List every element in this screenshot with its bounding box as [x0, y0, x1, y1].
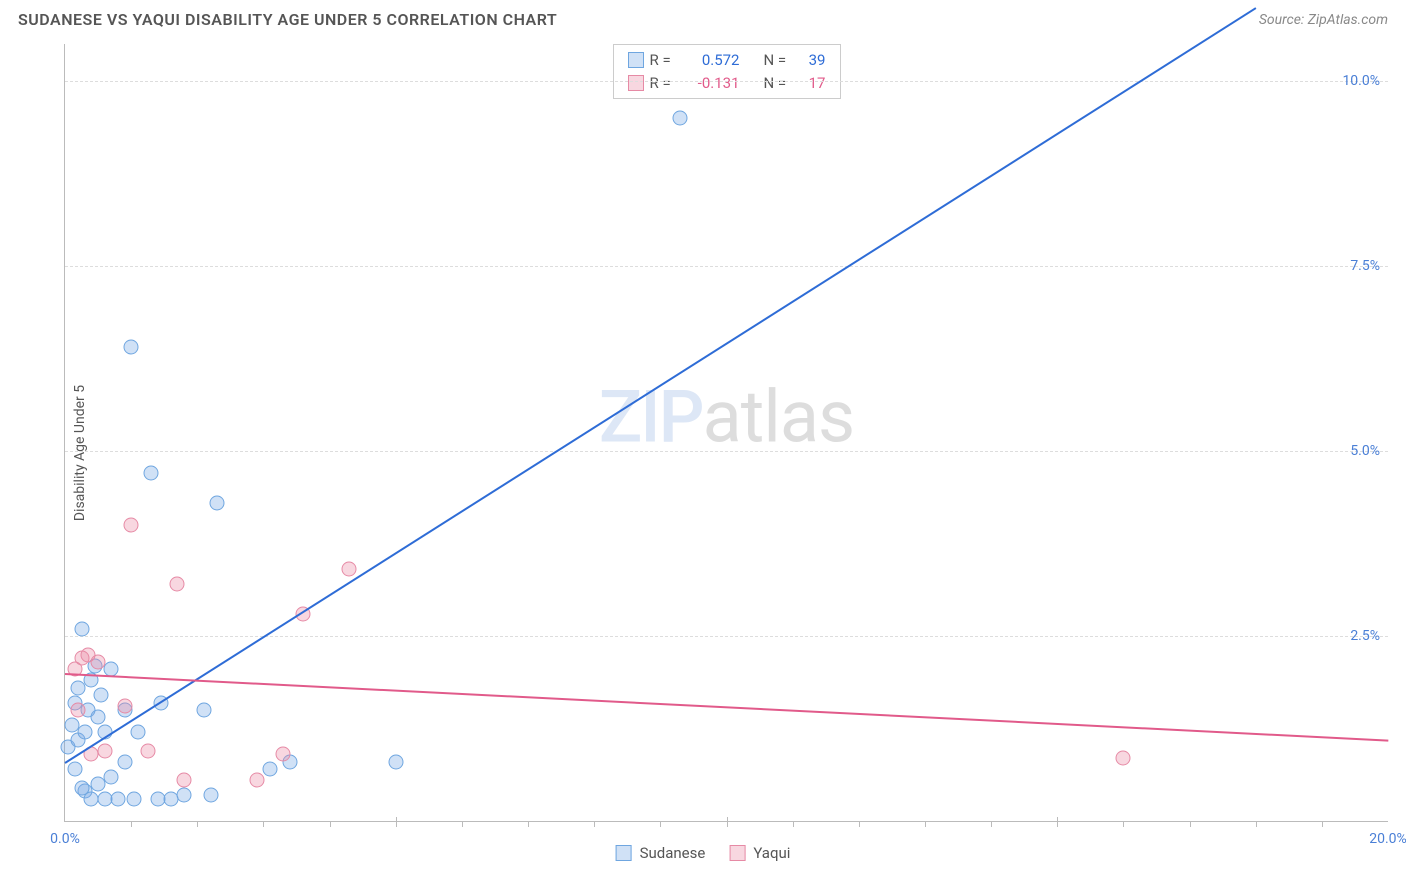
gridline [65, 81, 1388, 82]
stats-row-sudanese: R = 0.572 N = 39 [628, 49, 826, 72]
data-point [124, 518, 139, 533]
x-tick [660, 822, 661, 827]
x-tick [131, 822, 132, 827]
bottom-legend: Sudanese Yaqui [616, 844, 791, 862]
swatch-yaqui [729, 845, 745, 861]
data-point [140, 743, 155, 758]
r-label: R = [650, 49, 680, 72]
swatch-sudanese [616, 845, 632, 861]
x-tick-label: 0.0% [50, 831, 80, 847]
x-tick [396, 817, 397, 827]
source-attribution: Source: ZipAtlas.com [1259, 12, 1388, 28]
x-tick [1256, 822, 1257, 827]
data-point [130, 725, 145, 740]
data-point [196, 703, 211, 718]
trend-line [65, 673, 1388, 742]
data-point [263, 762, 278, 777]
y-tick-label: 7.5% [1350, 258, 1380, 274]
data-point [94, 688, 109, 703]
data-point [91, 654, 106, 669]
x-tick [1322, 822, 1323, 827]
data-point [170, 577, 185, 592]
r-value-yaqui: -0.131 [686, 72, 740, 95]
data-point [210, 495, 225, 510]
x-tick [1057, 817, 1058, 827]
data-point [177, 773, 192, 788]
data-point [71, 703, 86, 718]
legend-label-yaqui: Yaqui [753, 844, 790, 862]
trend-line [64, 7, 1256, 763]
stats-legend-box: R = 0.572 N = 39 R = -0.131 N = 17 [613, 44, 841, 99]
x-tick [462, 822, 463, 827]
data-point [673, 111, 688, 126]
data-point [249, 773, 264, 788]
x-tick [528, 822, 529, 827]
y-tick-label: 2.5% [1350, 628, 1380, 644]
n-value-yaqui: 17 [800, 72, 826, 95]
data-point [124, 340, 139, 355]
legend-item-sudanese: Sudanese [616, 844, 706, 862]
data-point [203, 788, 218, 803]
chart-container: Disability Age Under 5 ZIPatlas R = 0.57… [18, 44, 1388, 862]
r-value-sudanese: 0.572 [686, 49, 740, 72]
x-tick [1123, 822, 1124, 827]
n-label: N = [764, 49, 794, 72]
swatch-yaqui [628, 75, 644, 91]
x-tick [263, 822, 264, 827]
x-tick [330, 822, 331, 827]
watermark-atlas: atlas [703, 374, 855, 459]
x-tick-label: 20.0% [1369, 831, 1406, 847]
x-tick [594, 822, 595, 827]
legend-item-yaqui: Yaqui [729, 844, 790, 862]
data-point [177, 788, 192, 803]
data-point [91, 710, 106, 725]
plot-area: ZIPatlas R = 0.572 N = 39 R = -0.131 N =… [64, 44, 1388, 822]
x-tick [793, 822, 794, 827]
n-label: N = [764, 72, 794, 95]
x-tick [197, 822, 198, 827]
data-point [143, 466, 158, 481]
y-tick-label: 10.0% [1342, 73, 1380, 89]
data-point [97, 743, 112, 758]
data-point [77, 725, 92, 740]
gridline [65, 266, 1388, 267]
x-tick [1190, 822, 1191, 827]
x-tick [991, 822, 992, 827]
y-tick-label: 5.0% [1350, 443, 1380, 459]
n-value-sudanese: 39 [800, 49, 826, 72]
legend-label-sudanese: Sudanese [640, 844, 706, 862]
chart-title: SUDANESE VS YAQUI DISABILITY AGE UNDER 5… [18, 10, 557, 29]
data-point [117, 754, 132, 769]
data-point [342, 562, 357, 577]
data-point [388, 754, 403, 769]
watermark: ZIPatlas [599, 374, 854, 459]
swatch-sudanese [628, 52, 644, 68]
r-label: R = [650, 72, 680, 95]
watermark-zip: ZIP [599, 374, 703, 459]
data-point [110, 791, 125, 806]
data-point [1116, 751, 1131, 766]
data-point [117, 699, 132, 714]
stats-row-yaqui: R = -0.131 N = 17 [628, 72, 826, 95]
gridline [65, 451, 1388, 452]
data-point [276, 747, 291, 762]
data-point [74, 621, 89, 636]
x-tick [859, 822, 860, 827]
data-point [74, 780, 89, 795]
x-tick [727, 817, 728, 827]
data-point [104, 769, 119, 784]
x-tick [925, 822, 926, 827]
data-point [127, 791, 142, 806]
data-point [67, 762, 82, 777]
